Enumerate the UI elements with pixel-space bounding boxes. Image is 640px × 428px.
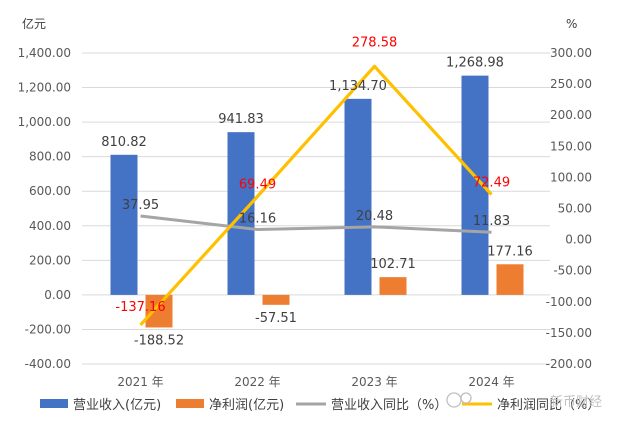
right-tick-label: -50.00: [553, 264, 592, 278]
right-axis-unit: %: [566, 17, 577, 31]
revenue-yoy-label: 11.83: [473, 214, 510, 229]
revenue-yoy-line: [140, 214, 492, 234]
net-profit-label: 177.16: [487, 244, 533, 259]
net-profit-label: 102.71: [370, 257, 416, 272]
right-tick-label: 300.00: [550, 46, 592, 60]
bars: [110, 75, 524, 328]
net-profit-yoy-line: [139, 64, 493, 326]
right-tick-label: -100.00: [546, 295, 592, 309]
left-tick-label: 1,200.00: [18, 81, 71, 95]
legend-label: 营业收入(亿元): [73, 398, 161, 413]
data-labels: 810.82 941.83 1,134.70 1,268.98 -188.52 -57.5…: [101, 35, 533, 348]
left-tick-label: 400.00: [29, 219, 71, 233]
watermark-text: 新币财经: [550, 394, 602, 410]
right-tick-label: 50.00: [558, 202, 592, 216]
left-tick-label: 800.00: [29, 150, 71, 164]
legend-swatch: [40, 399, 68, 408]
net-profit-yoy-label: 69.49: [239, 177, 276, 192]
net-profit-bar: [145, 294, 173, 328]
left-tick-label: 1,400.00: [18, 46, 71, 60]
net-profit-yoy-label: -137.16: [115, 300, 165, 315]
axes: -400.00 -200.00 0.00 200.00 400.00 600.00 800.…: [18, 46, 592, 389]
right-tick-label: 0.00: [565, 233, 592, 247]
legend-swatch: [176, 399, 204, 408]
left-tick-label: 600.00: [29, 184, 71, 198]
net-profit-label: -57.51: [255, 311, 297, 326]
revenue-label: 1,134.70: [329, 79, 387, 94]
watermark: 新币财经: [446, 392, 602, 410]
net-profit-yoy-label: 278.58: [352, 35, 398, 50]
legend-label: 营业收入同比（%）: [331, 398, 447, 413]
net-profit-bar: [379, 277, 407, 295]
revenue-bar: [344, 98, 372, 295]
revenue-yoy-label: 37.95: [122, 198, 159, 213]
left-tick-label: -200.00: [25, 322, 71, 336]
right-tick-label: 150.00: [550, 139, 592, 153]
category-label: 2023 年: [351, 375, 397, 389]
category-label: 2024 年: [468, 375, 514, 389]
right-tick-label: -150.00: [546, 326, 592, 340]
revenue-yoy-label: 16.16: [239, 212, 276, 227]
left-tick-label: -400.00: [25, 357, 71, 371]
net-profit-label: -188.52: [134, 333, 184, 348]
net-profit-bar: [262, 294, 290, 305]
revenue-label: 941.83: [218, 112, 264, 127]
right-tick-label: 200.00: [550, 108, 592, 122]
right-tick-label: 100.00: [550, 170, 592, 184]
left-axis-unit: 亿元: [22, 16, 46, 31]
left-tick-label: 200.00: [29, 253, 71, 267]
legend-label: 净利润同比（%）: [497, 398, 600, 413]
category-label: 2022 年: [234, 375, 280, 389]
category-label: 2021 年: [117, 375, 163, 389]
net-profit-bar: [496, 264, 524, 295]
watermark-logo-icon: [446, 392, 462, 408]
revenue-bar: [110, 154, 138, 295]
revenue-label: 1,268.98: [446, 56, 504, 71]
lines: [139, 64, 493, 326]
right-tick-label: 250.00: [550, 77, 592, 91]
legend-label: 净利润(亿元): [209, 398, 284, 413]
legend: 营业收入(亿元) 净利润(亿元) 营业收入同比（%） 净利润同比（%）: [40, 398, 600, 413]
net-profit-yoy-label: 72.49: [473, 176, 510, 191]
left-tick-label: 1,000.00: [18, 115, 71, 129]
right-tick-label: -200.00: [546, 357, 592, 371]
left-tick-label: 0.00: [44, 288, 71, 302]
watermark-logo-icon-2: [460, 392, 472, 404]
revenue-yoy-label: 20.48: [356, 209, 393, 224]
revenue-label: 810.82: [101, 135, 147, 150]
